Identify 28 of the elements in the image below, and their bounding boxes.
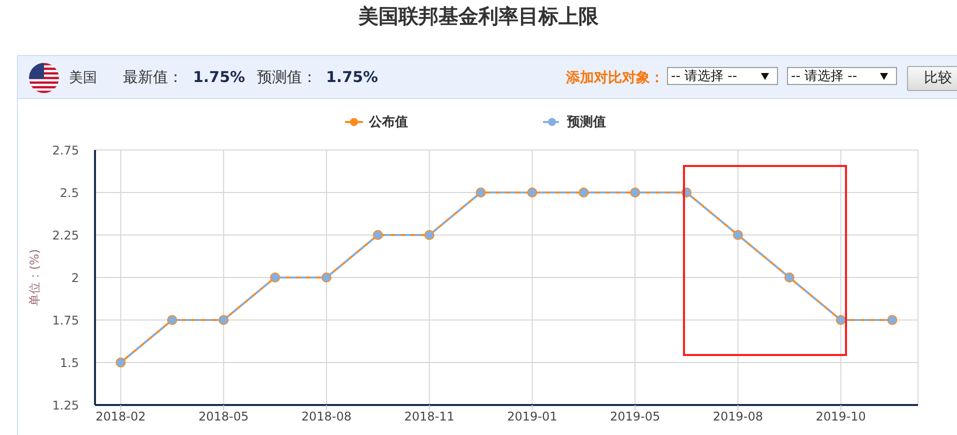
text: 1.75%: [193, 68, 246, 86]
legend-label: 预测值: [567, 114, 606, 131]
y-tick-label: 1.5: [60, 356, 79, 370]
y-tick-label: 2: [71, 270, 79, 285]
x-tick-label: 2019-10: [816, 410, 866, 424]
legend-label: 公布值: [369, 114, 408, 131]
text: 1.75%: [326, 68, 378, 86]
y-tick-label: 2.25: [52, 228, 79, 242]
x-tick-label: 2018-02: [96, 410, 146, 424]
text: 最新值：: [123, 68, 183, 87]
x-tick-label: 2019-05: [610, 410, 660, 424]
y-tick-label: 2.5: [60, 186, 79, 200]
y-tick-label: 1.75: [52, 313, 79, 328]
text: 预测值：: [257, 68, 317, 87]
x-tick-label: 2018-08: [301, 410, 352, 424]
y-tick-label: 1.25: [52, 398, 79, 412]
text: 添加对比对象：: [566, 69, 664, 87]
chart-title: 美国联邦基金利率目标上限: [358, 4, 598, 28]
text: 美国: [69, 69, 97, 87]
dropdown-field: -- 请选择 --: [667, 67, 778, 85]
x-tick-label: 2019-08: [712, 410, 764, 424]
x-tick-label: 2019-01: [507, 410, 558, 424]
button: 比较: [907, 66, 957, 91]
y-tick-label: 2.75: [52, 143, 79, 158]
y-axis-title: 单位：(%): [27, 249, 42, 306]
dropdown-field: -- 请选择 --: [787, 67, 897, 85]
x-tick-label: 2018-05: [198, 410, 249, 424]
x-tick-label: 2018-11: [404, 410, 454, 424]
